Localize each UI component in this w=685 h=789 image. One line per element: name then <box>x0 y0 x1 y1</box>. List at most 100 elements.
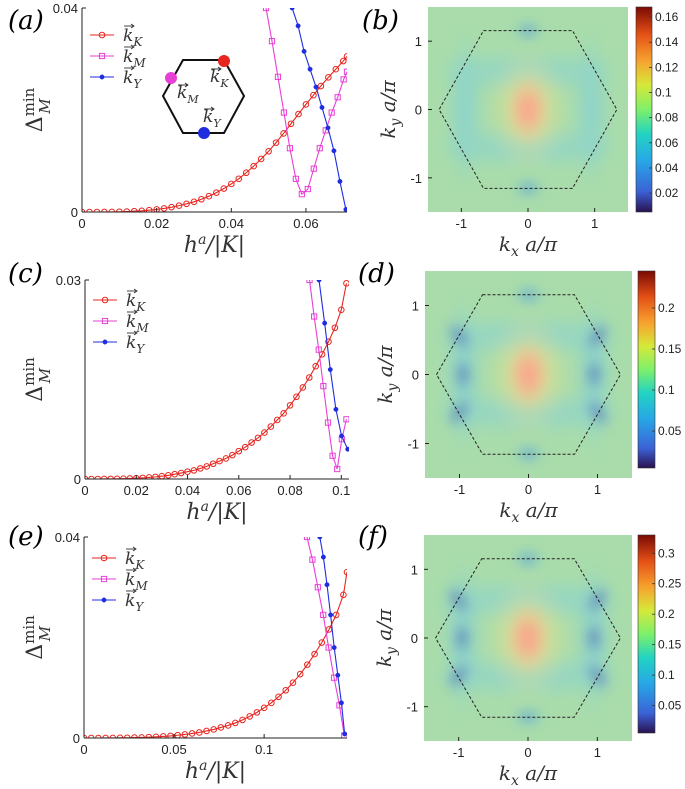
data-point <box>165 471 172 479</box>
brillouin-zone-inset: kM kK kY <box>161 55 246 139</box>
heatmap-minimum <box>453 618 471 658</box>
data-point <box>175 202 183 209</box>
data-point <box>168 203 175 211</box>
data-point <box>339 433 345 439</box>
colorbar-tick-label: 0.14 <box>655 35 679 49</box>
data-point <box>203 463 211 470</box>
data-point <box>325 338 332 345</box>
data-point <box>329 452 336 459</box>
data-point <box>345 446 349 452</box>
colorbar-tick-label: 0.04 <box>655 161 679 175</box>
brillouin-zone-boundary <box>435 558 621 718</box>
data-point <box>160 205 168 212</box>
heatmap-image <box>425 271 632 478</box>
series-line-k-k <box>85 283 347 479</box>
data-point <box>311 650 318 658</box>
data-point <box>235 447 243 455</box>
data-point <box>313 84 319 90</box>
data-point <box>343 207 347 212</box>
data-point <box>246 713 254 720</box>
data-point <box>229 451 236 459</box>
vector-arrow-head <box>217 66 222 72</box>
data-point <box>333 406 339 412</box>
data-point <box>286 402 294 409</box>
legend-label: kK <box>126 291 146 314</box>
x-axis-label: kx a/π <box>499 498 558 526</box>
data-point <box>316 145 323 152</box>
data-point <box>325 644 332 651</box>
data-point <box>181 731 189 738</box>
series-line-k-m <box>308 280 347 470</box>
x-tick-label: 0.05 <box>161 742 186 757</box>
brillouin-zone-boundary <box>435 294 622 455</box>
x-tick-label: 0.1 <box>255 742 273 757</box>
legend-label: kK <box>123 26 143 49</box>
data-point <box>210 726 217 733</box>
data-point <box>197 465 204 472</box>
data-point <box>327 367 333 372</box>
data-point <box>310 91 317 99</box>
brillouin-zone-boundary <box>438 30 618 189</box>
colorbar-tick-label: 0.3 <box>658 546 675 560</box>
data-point <box>100 554 108 562</box>
data-point <box>152 733 160 738</box>
data-point <box>88 475 95 479</box>
y-tick-label: 1 <box>415 34 422 49</box>
data-point <box>320 611 327 618</box>
colorbar-tick-label: 0.1 <box>655 86 672 100</box>
legend-label: kM <box>125 570 148 593</box>
heatmap-hotspot <box>506 75 550 144</box>
k-y-point <box>198 127 210 139</box>
heatmap-minimum <box>584 320 611 354</box>
y-tick-label: 1 <box>412 299 419 314</box>
data-point <box>203 727 210 735</box>
heatmap-hotspot <box>505 603 551 673</box>
data-point <box>293 393 300 401</box>
x-axis-label: ha/|K| <box>186 499 247 525</box>
data-point <box>235 175 243 183</box>
colorbar-scale <box>637 534 656 734</box>
vector-arrow-head <box>132 546 137 552</box>
data-point <box>220 185 228 192</box>
colorbar-tick-label: 0.08 <box>655 111 679 125</box>
x-tick-label: 0.02 <box>124 483 149 498</box>
line-chart-c: 0 0.02 0.04 0.06 0.08 0.1 0 0.03 ha/|K| ΔminM kKkM… <box>20 273 350 525</box>
vector-arrow-head <box>130 44 135 50</box>
y-tick-label: 0 <box>74 472 81 487</box>
data-point <box>152 473 159 479</box>
colorbar-tick-label: 0.1 <box>658 668 675 682</box>
vector-arrow-head <box>210 106 215 112</box>
colorbar-scale <box>637 270 656 469</box>
data-point <box>332 65 340 73</box>
data-point <box>343 68 347 75</box>
legend-label: kM <box>123 47 146 70</box>
data-point <box>95 734 102 738</box>
data-point <box>101 296 109 304</box>
x-tick-label: -1 <box>453 745 465 760</box>
data-point <box>311 313 318 320</box>
data-point <box>101 597 107 603</box>
data-point <box>257 155 265 163</box>
colorbar-tick-label: 0.15 <box>658 638 682 652</box>
colorbar-tick-label: 0.1 <box>658 383 675 397</box>
data-point <box>171 470 179 478</box>
vector-arrow-head <box>130 65 135 71</box>
x-tick-label: 0 <box>524 216 531 231</box>
data-point <box>94 475 102 479</box>
k-m-point <box>165 72 177 84</box>
data-point <box>320 383 327 390</box>
y-tick-label: -1 <box>406 700 418 715</box>
x-tick-label: 0.04 <box>175 483 200 498</box>
legend-label: kK <box>125 549 145 572</box>
inset-label: kK <box>210 67 229 90</box>
k-k-point <box>218 55 230 67</box>
data-point <box>167 732 174 738</box>
y-axis-label: ΔminM <box>20 87 54 132</box>
series-line-k-m <box>306 537 345 736</box>
data-point <box>304 185 311 193</box>
colorbar-tick-label: 0.05 <box>658 424 682 438</box>
data-point <box>295 110 302 118</box>
data-point <box>217 724 225 731</box>
